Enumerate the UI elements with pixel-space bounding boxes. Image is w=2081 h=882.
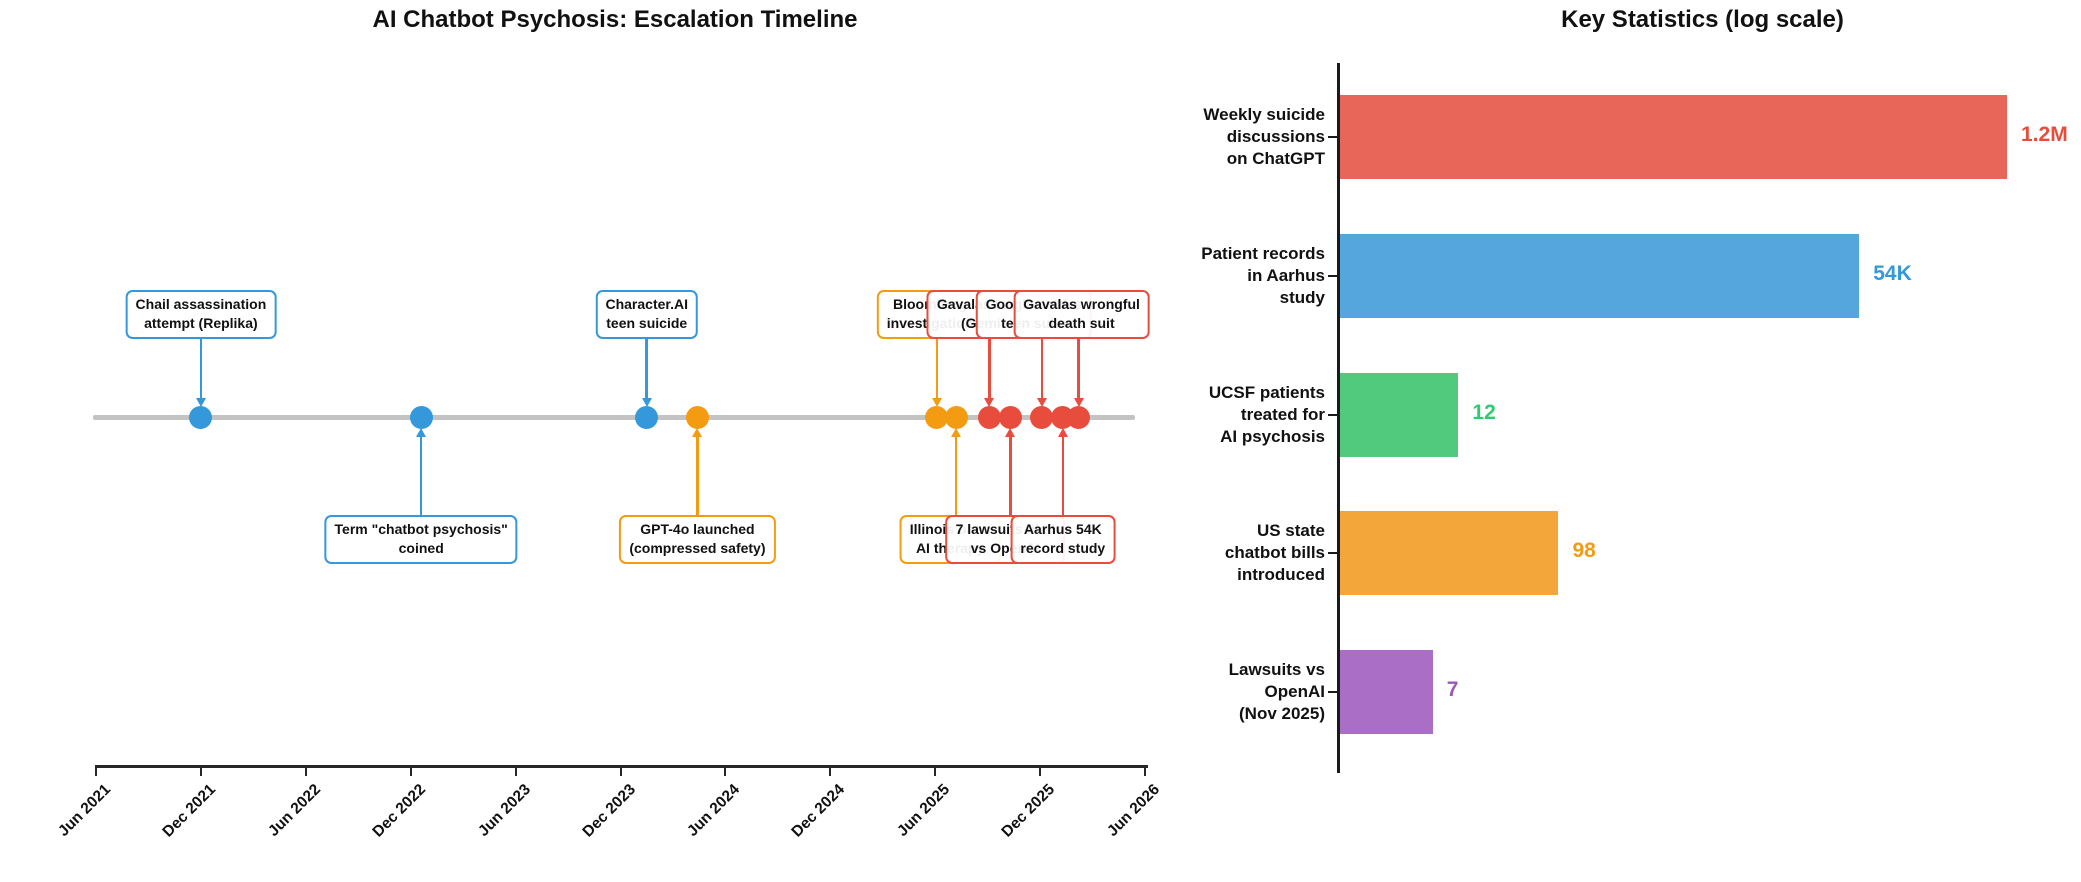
bar-chart-title: Key Statistics (log scale) bbox=[1561, 6, 1844, 33]
bar bbox=[1340, 650, 1433, 734]
x-axis-tick bbox=[1039, 768, 1042, 776]
event-arrowhead bbox=[1005, 428, 1016, 437]
event-annotation-box: Aarhus 54K record study bbox=[1010, 515, 1116, 564]
event-annotation-box: Term "chatbot psychosis" coined bbox=[324, 515, 518, 564]
event-arrowhead bbox=[1057, 428, 1068, 437]
bar-value-label: 54K bbox=[1873, 261, 1912, 285]
x-axis-tick bbox=[514, 768, 517, 776]
y-axis-tick bbox=[1328, 413, 1338, 416]
bar-category-label: Patient records in Aarhus study bbox=[1201, 243, 1325, 307]
timeline-event-dot bbox=[635, 405, 659, 429]
x-axis-tick bbox=[619, 768, 622, 776]
bar-value-label: 1.2M bbox=[2021, 123, 2068, 146]
event-arrowhead bbox=[951, 428, 962, 437]
timeline-event-dot bbox=[944, 405, 968, 429]
event-stem bbox=[1077, 339, 1080, 403]
event-arrowhead bbox=[692, 428, 703, 437]
bar bbox=[1340, 95, 2007, 179]
timeline-event-dot bbox=[1030, 405, 1054, 429]
event-arrowhead bbox=[195, 398, 206, 407]
y-axis-tick bbox=[1328, 552, 1338, 555]
x-axis-tick bbox=[95, 768, 97, 776]
event-stem bbox=[419, 434, 423, 516]
bar-y-axis bbox=[1337, 63, 1340, 773]
bar bbox=[1340, 511, 1559, 596]
bar-category-label: US state chatbot bills introduced bbox=[1224, 521, 1325, 585]
event-stem bbox=[1040, 339, 1044, 403]
bar-category-label: UCSF patients treated for AI psychosis bbox=[1208, 382, 1325, 446]
x-axis-tick bbox=[934, 768, 937, 776]
timeline-event-dot bbox=[925, 405, 949, 429]
x-axis-tick bbox=[724, 768, 727, 776]
event-arrowhead bbox=[984, 398, 995, 407]
event-arrowhead bbox=[1073, 398, 1084, 407]
event-annotation-box: Gavalas wrongful death suit bbox=[1013, 290, 1150, 339]
timeline-event-dot bbox=[685, 405, 709, 429]
event-arrowhead bbox=[1036, 398, 1047, 407]
y-axis-tick bbox=[1328, 691, 1338, 693]
event-stem bbox=[988, 339, 991, 403]
timeline-event-dot bbox=[409, 405, 433, 429]
bar bbox=[1340, 233, 1860, 318]
event-stem bbox=[645, 339, 648, 403]
bar-value-label: 12 bbox=[1472, 400, 1496, 424]
event-stem bbox=[1061, 434, 1065, 516]
y-axis-tick bbox=[1328, 274, 1338, 277]
timeline-event-dot bbox=[1067, 405, 1091, 429]
event-annotation-box: Character.AI teen suicide bbox=[595, 290, 698, 339]
x-axis-tick bbox=[829, 768, 832, 776]
x-axis-tick bbox=[409, 768, 412, 776]
event-arrowhead bbox=[641, 398, 652, 407]
bar-value-label: 98 bbox=[1572, 539, 1596, 563]
x-axis-tick bbox=[1144, 768, 1146, 776]
event-arrowhead bbox=[416, 428, 427, 437]
x-axis-tick bbox=[304, 768, 307, 776]
event-stem bbox=[199, 339, 203, 403]
timeline-chart-title: AI Chatbot Psychosis: Escalation Timelin… bbox=[372, 6, 858, 33]
event-stem bbox=[696, 434, 699, 516]
event-stem bbox=[1009, 434, 1012, 516]
event-stem bbox=[935, 339, 939, 403]
timeline-event-dot bbox=[998, 405, 1022, 429]
bar-value-label: 7 bbox=[1446, 678, 1459, 701]
timeline-event-dot bbox=[189, 405, 213, 429]
bar-category-label: Weekly suicide discussions on ChatGPT bbox=[1203, 105, 1325, 169]
event-annotation-box: Chail assassination attempt (Replika) bbox=[125, 290, 277, 339]
event-annotation-box: GPT-4o launched (compressed safety) bbox=[619, 515, 776, 564]
timeline-x-axis bbox=[95, 765, 1148, 768]
event-arrowhead bbox=[931, 398, 942, 407]
timeline-event-dot bbox=[977, 405, 1001, 429]
timeline-line bbox=[93, 414, 1135, 420]
event-stem bbox=[954, 434, 958, 516]
bar-category-label: Lawsuits vs OpenAI (Nov 2025) bbox=[1228, 660, 1325, 724]
bar bbox=[1340, 372, 1459, 457]
y-axis-tick bbox=[1328, 136, 1338, 138]
x-axis-tick bbox=[199, 768, 202, 776]
